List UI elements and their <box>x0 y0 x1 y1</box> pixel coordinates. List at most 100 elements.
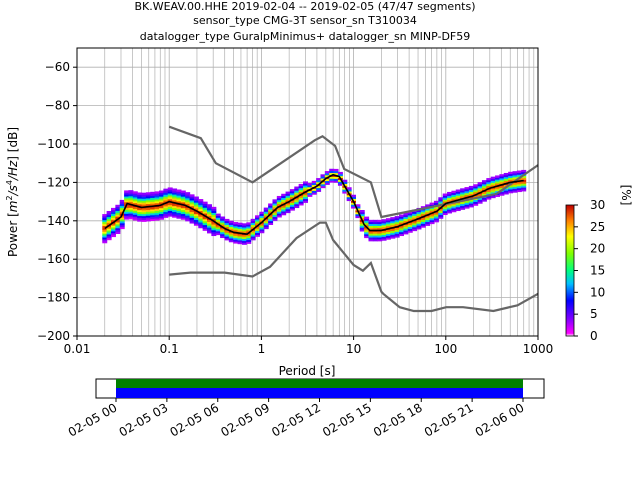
heatmap-cell <box>176 212 182 215</box>
heatmap-cell <box>438 199 444 202</box>
heatmap-cell <box>381 234 387 237</box>
heatmap-cell <box>329 168 335 172</box>
heatmap-cell <box>263 213 269 216</box>
heatmap-cell <box>416 219 422 222</box>
heatmap-cell <box>399 227 405 231</box>
heatmap-cell <box>141 219 147 222</box>
heatmap-cell <box>425 204 431 207</box>
heatmap-cell <box>185 192 191 195</box>
heatmap-cell <box>237 222 243 225</box>
heatmap-cell <box>486 197 492 200</box>
heatmap-cell <box>202 205 208 208</box>
heatmap-cell <box>359 225 365 228</box>
heatmap-cell <box>145 211 151 214</box>
colorbar-tick-label: 5 <box>590 307 598 321</box>
heatmap-cell <box>111 213 116 216</box>
heatmap-cell <box>268 211 274 214</box>
heatmap-cell <box>185 199 191 203</box>
heatmap-cell <box>224 234 230 237</box>
heatmap-cell <box>259 219 265 222</box>
heatmap-cell <box>451 190 457 194</box>
heatmap-cell <box>420 219 426 222</box>
heatmap-cell <box>150 195 156 198</box>
heatmap-cell <box>220 233 226 237</box>
heatmap-cell <box>285 210 291 214</box>
heatmap-cell <box>159 202 164 205</box>
heatmap-cell <box>412 228 418 232</box>
heatmap-cell <box>154 212 160 215</box>
heatmap-cell <box>185 209 191 212</box>
heatmap-cell <box>189 205 195 209</box>
heatmap-cell <box>193 219 199 222</box>
heatmap-cell <box>455 202 461 206</box>
heatmap-cell <box>460 194 466 197</box>
heatmap-cell <box>263 215 269 218</box>
heatmap-cell <box>298 201 304 204</box>
heatmap-cell <box>237 239 243 243</box>
heatmap-cell <box>481 180 487 183</box>
heatmap-cell <box>145 199 151 203</box>
heatmap-cell <box>516 170 522 173</box>
heatmap-cell <box>102 214 108 217</box>
heatmap-cell <box>154 214 160 217</box>
heatmap-cell <box>163 205 169 209</box>
heatmap-cell <box>429 214 435 217</box>
heatmap-cell <box>185 219 191 222</box>
heatmap-cell <box>294 188 300 191</box>
heatmap-cell <box>207 223 212 226</box>
heatmap-cell <box>486 185 492 189</box>
heatmap-cell <box>228 222 234 225</box>
heatmap-cell <box>289 200 295 203</box>
heatmap-cell <box>115 206 121 210</box>
heatmap-cell <box>272 207 278 210</box>
heatmap-cell <box>111 223 116 226</box>
heatmap-cell <box>324 178 330 182</box>
heatmap-cell <box>154 199 160 202</box>
heatmap-cell <box>276 213 282 216</box>
heatmap-cell <box>316 181 322 185</box>
heatmap-cell <box>468 191 474 194</box>
heatmap-cell <box>316 189 322 192</box>
x-axis: 0.01 0.1 1 10 100 1000 <box>64 336 553 356</box>
heatmap-cell <box>433 202 439 206</box>
y-tick-label: −80 <box>45 99 70 113</box>
mean-psd-line <box>104 173 524 236</box>
heatmap-cell <box>289 189 295 192</box>
heatmap-cell <box>359 211 365 215</box>
heatmap-cell <box>346 189 352 192</box>
heatmap-cell <box>198 218 204 221</box>
heatmap-cell <box>333 176 339 179</box>
heatmap-cell <box>167 202 173 206</box>
heatmap-cell <box>111 217 116 220</box>
heatmap-cell <box>294 205 300 209</box>
heatmap-cell <box>224 220 230 224</box>
heatmap-cell <box>172 192 178 195</box>
heatmap-cell <box>163 215 169 218</box>
heatmap-cell <box>259 228 265 232</box>
heatmap-cell <box>298 185 304 189</box>
heatmap-cell <box>137 215 143 218</box>
heatmap-cell <box>124 199 130 203</box>
heatmap-cell <box>298 189 304 193</box>
heatmap-cell <box>189 209 195 213</box>
heatmap-cell <box>364 224 370 227</box>
heatmap-cell <box>351 206 356 209</box>
heatmap-cell <box>473 199 479 202</box>
heatmap-cell <box>276 199 282 203</box>
heatmap-cell <box>172 207 178 210</box>
heatmap-cell <box>185 197 191 201</box>
heatmap-cell <box>202 218 208 222</box>
heatmap-cell <box>381 219 387 222</box>
heatmap-cell <box>359 227 365 230</box>
heatmap-cell <box>377 219 383 223</box>
heatmap-cell <box>198 225 204 229</box>
heatmap-cell <box>377 223 383 226</box>
heatmap-cell <box>490 184 496 187</box>
heatmap-cell <box>460 190 466 193</box>
heatmap-cell <box>180 211 186 214</box>
heatmap-cell <box>141 200 147 203</box>
heatmap-cell <box>128 192 134 195</box>
heatmap-cell <box>281 197 287 200</box>
heatmap-cell <box>124 196 130 199</box>
heatmap-cell <box>442 199 448 202</box>
